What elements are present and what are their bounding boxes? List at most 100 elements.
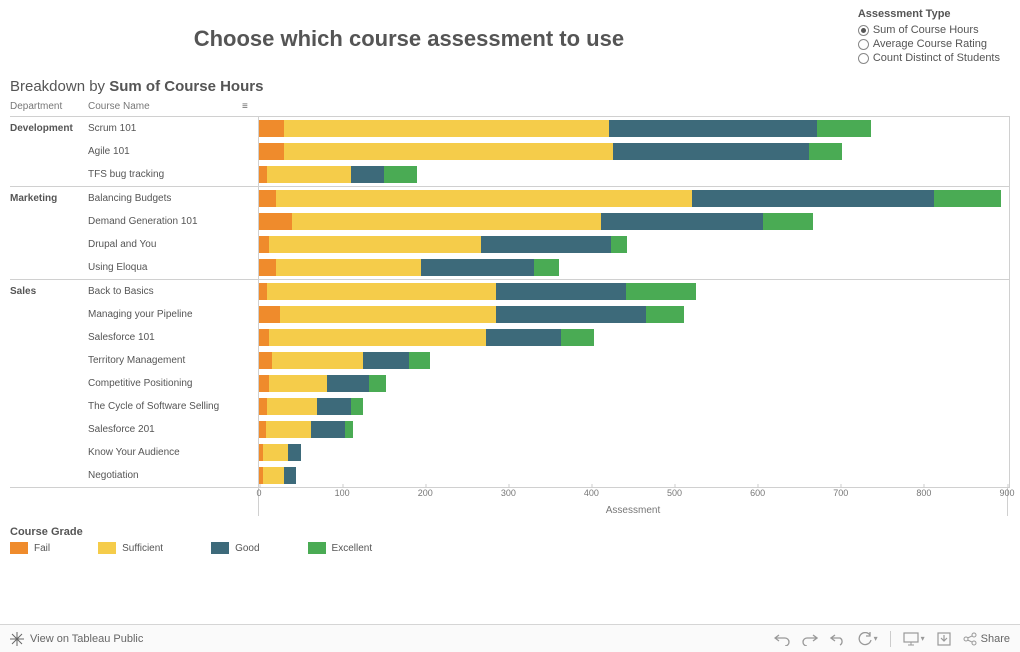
bar-segment-excellent[interactable]: [763, 213, 813, 230]
bar-segment-sufficient[interactable]: [269, 329, 486, 346]
bar-segment-excellent[interactable]: [934, 190, 1001, 207]
bar-segment-sufficient[interactable]: [269, 375, 327, 392]
bar-segment-fail[interactable]: [259, 259, 276, 276]
bar-segment-fail[interactable]: [259, 352, 272, 369]
bar-segment-good[interactable]: [613, 143, 809, 160]
revert-icon[interactable]: [830, 632, 846, 646]
view-on-tableau-button[interactable]: View on Tableau Public: [10, 632, 143, 646]
bar-segment-fail[interactable]: [259, 329, 269, 346]
legend-item-fail[interactable]: Fail: [10, 542, 50, 554]
bar-segment-sufficient[interactable]: [269, 236, 482, 253]
bar-segment-good[interactable]: [351, 166, 384, 183]
legend-item-good[interactable]: Good: [211, 542, 259, 554]
bar-segment-sufficient[interactable]: [263, 467, 284, 484]
bar-segment-good[interactable]: [327, 375, 369, 392]
bar-segment-sufficient[interactable]: [272, 352, 364, 369]
bar-segment-sufficient[interactable]: [280, 306, 497, 323]
course-label: Scrum 101: [88, 123, 258, 134]
bar-segment-sufficient[interactable]: [266, 421, 312, 438]
bar-segment-sufficient[interactable]: [284, 120, 609, 137]
bar-segment-fail[interactable]: [259, 398, 267, 415]
bar-segment-good[interactable]: [363, 352, 409, 369]
radio-label: Average Course Rating: [873, 38, 987, 50]
bar-segment-excellent[interactable]: [646, 306, 684, 323]
bar-segment-sufficient[interactable]: [276, 190, 693, 207]
table-row: MarketingBalancing Budgets: [10, 187, 1010, 210]
bar-segment-fail[interactable]: [259, 166, 267, 183]
bar-segment-good[interactable]: [284, 467, 297, 484]
assessment-type-panel: Assessment Type Sum of Course Hours Avera…: [858, 8, 1000, 66]
bar-segment-excellent[interactable]: [809, 143, 842, 160]
bar-segment-sufficient[interactable]: [292, 213, 600, 230]
share-button[interactable]: Share: [963, 632, 1010, 646]
bar-segment-excellent[interactable]: [369, 375, 386, 392]
bar-segment-excellent[interactable]: [611, 236, 628, 253]
bar-segment-fail[interactable]: [259, 143, 284, 160]
table-row: Drupal and You: [10, 233, 1010, 256]
bar-segment-good[interactable]: [496, 306, 646, 323]
bar-area: [258, 303, 1010, 326]
bar-segment-good[interactable]: [486, 329, 561, 346]
bar-segment-excellent[interactable]: [345, 421, 353, 438]
assessment-type-label: Assessment Type: [858, 8, 1000, 20]
bar-segment-excellent[interactable]: [384, 166, 417, 183]
bar-segment-fail[interactable]: [259, 306, 280, 323]
assessment-radio-option[interactable]: Average Course Rating: [858, 38, 1000, 50]
legend-item-excellent[interactable]: Excellent: [308, 542, 373, 554]
bar-segment-excellent[interactable]: [561, 329, 594, 346]
bar-segment-excellent[interactable]: [351, 398, 364, 415]
bar-segment-fail[interactable]: [259, 213, 292, 230]
legend-title: Course Grade: [10, 526, 1010, 538]
bar-segment-excellent[interactable]: [626, 283, 697, 300]
course-label: Salesforce 201: [88, 424, 258, 435]
legend-item-sufficient[interactable]: Sufficient: [98, 542, 163, 554]
radio-label: Count Distinct of Students: [873, 52, 1000, 64]
bar-segment-fail[interactable]: [259, 283, 267, 300]
bar-segment-excellent[interactable]: [409, 352, 430, 369]
bar-segment-good[interactable]: [288, 444, 301, 461]
bar-segment-good[interactable]: [692, 190, 934, 207]
dept-label: Sales: [10, 286, 88, 297]
bar-segment-good[interactable]: [609, 120, 817, 137]
bar-segment-excellent[interactable]: [534, 259, 559, 276]
bar-segment-good[interactable]: [496, 283, 625, 300]
bar-segment-sufficient[interactable]: [267, 283, 496, 300]
refresh-icon[interactable]: ▾: [858, 632, 878, 646]
radio-icon: [858, 25, 869, 36]
bar-area: [258, 349, 1010, 372]
bar-segment-sufficient[interactable]: [267, 166, 350, 183]
bar-segment-fail[interactable]: [259, 190, 276, 207]
bar-segment-good[interactable]: [317, 398, 350, 415]
redo-icon[interactable]: [802, 632, 818, 646]
column-header-course: Course Name: [88, 101, 242, 112]
bar-segment-excellent[interactable]: [817, 120, 871, 137]
bar-segment-sufficient[interactable]: [263, 444, 288, 461]
bar-segment-good[interactable]: [311, 421, 344, 438]
radio-label: Sum of Course Hours: [873, 24, 979, 36]
stacked-bar: [259, 213, 1009, 230]
assessment-radio-option[interactable]: Sum of Course Hours: [858, 24, 1000, 36]
bar-segment-sufficient[interactable]: [267, 398, 317, 415]
bar-area: [258, 280, 1010, 303]
table-row: Using Eloqua: [10, 256, 1010, 279]
bar-segment-sufficient[interactable]: [276, 259, 422, 276]
bar-segment-good[interactable]: [481, 236, 610, 253]
bar-area: [258, 140, 1010, 163]
bar-segment-fail[interactable]: [259, 375, 269, 392]
toolbar: View on Tableau Public ▾ ▾ Share: [0, 624, 1020, 652]
assessment-radio-option[interactable]: Count Distinct of Students: [858, 52, 1000, 64]
course-label: Territory Management: [88, 355, 258, 366]
bar-area: [258, 233, 1010, 256]
sort-icon[interactable]: ≡: [242, 101, 258, 112]
bar-segment-good[interactable]: [421, 259, 534, 276]
bar-segment-fail[interactable]: [259, 120, 284, 137]
bar-segment-fail[interactable]: [259, 421, 266, 438]
bar-area: [258, 464, 1010, 487]
bar-area: [258, 395, 1010, 418]
bar-segment-good[interactable]: [601, 213, 764, 230]
undo-icon[interactable]: [774, 632, 790, 646]
presentation-icon[interactable]: ▾: [903, 632, 925, 646]
download-icon[interactable]: [937, 632, 951, 646]
bar-segment-fail[interactable]: [259, 236, 269, 253]
bar-segment-sufficient[interactable]: [284, 143, 613, 160]
